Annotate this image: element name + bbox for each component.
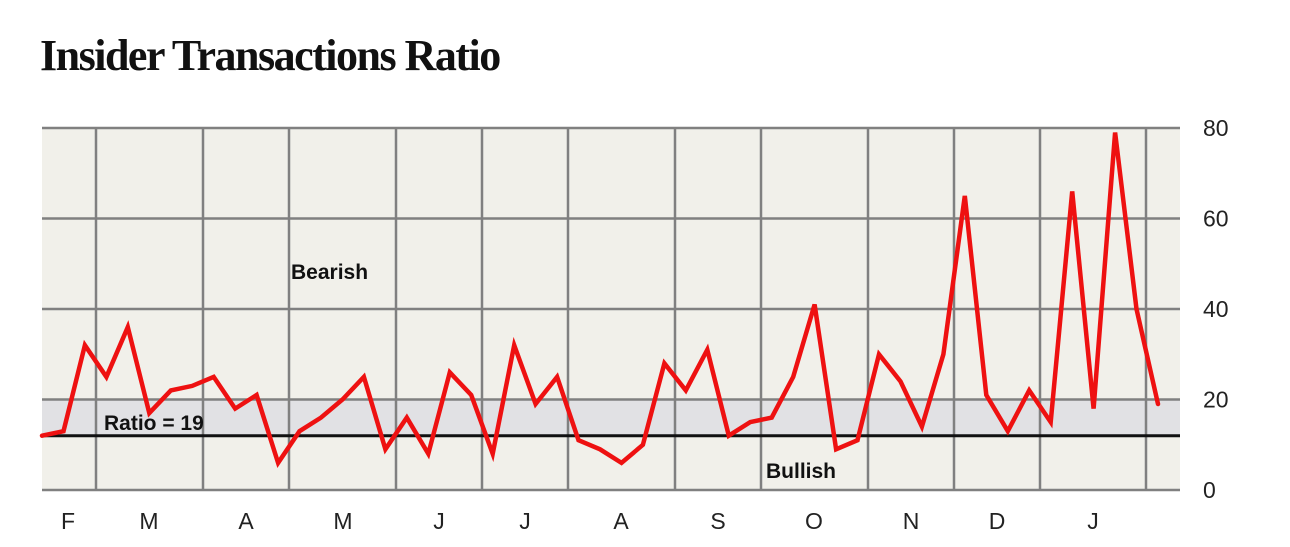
x-tick-label: J — [1087, 508, 1099, 534]
x-tick-label: N — [903, 508, 920, 534]
y-tick-label: 20 — [1203, 387, 1229, 413]
y-tick-label: 80 — [1203, 115, 1229, 141]
series-line-group — [39, 132, 1161, 469]
x-tick-label: J — [519, 508, 531, 534]
y-axis-ticks: 0 20 40 60 80 — [1203, 115, 1229, 503]
y-tick-label: 40 — [1203, 296, 1229, 322]
x-tick-label: M — [333, 508, 352, 534]
x-tick-label: F — [61, 508, 75, 534]
chart-title: Insider Transactions Ratio — [40, 31, 501, 80]
ratio-label: Ratio = 19 — [104, 412, 204, 435]
x-tick-label: S — [710, 508, 725, 534]
x-tick-label: J — [433, 508, 445, 534]
series-line — [39, 132, 1161, 469]
x-tick-label: A — [613, 508, 629, 534]
bullish-label: Bullish — [766, 460, 836, 483]
x-tick-label: M — [139, 508, 158, 534]
annotation-labels: Bearish Bullish Ratio = 19 — [104, 261, 836, 483]
bearish-label: Bearish — [291, 261, 368, 284]
x-tick-label: A — [238, 508, 254, 534]
y-tick-label: 0 — [1203, 477, 1216, 503]
x-tick-label: D — [989, 508, 1006, 534]
y-tick-label: 60 — [1203, 206, 1229, 232]
x-tick-label: O — [805, 508, 823, 534]
